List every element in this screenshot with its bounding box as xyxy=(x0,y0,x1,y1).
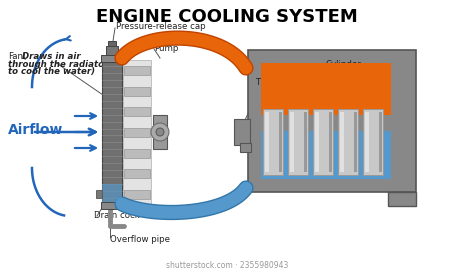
Bar xyxy=(124,87,150,96)
Bar xyxy=(379,112,382,172)
Bar xyxy=(340,112,344,172)
Bar xyxy=(263,109,283,175)
Text: Pressure-release cap: Pressure-release cap xyxy=(116,22,206,31)
Bar xyxy=(96,190,102,198)
Bar xyxy=(363,109,383,175)
Bar xyxy=(240,143,251,152)
Circle shape xyxy=(156,128,164,136)
Bar xyxy=(123,60,151,204)
Bar xyxy=(124,107,150,116)
Bar xyxy=(338,109,358,175)
Bar xyxy=(101,55,123,62)
Bar xyxy=(101,202,123,209)
Bar xyxy=(124,169,150,178)
Bar xyxy=(108,41,116,46)
Text: Thermostat: Thermostat xyxy=(256,78,306,87)
Bar xyxy=(234,119,250,145)
Text: Draws in air: Draws in air xyxy=(22,52,81,61)
Bar xyxy=(102,62,122,202)
Bar xyxy=(265,112,269,172)
Circle shape xyxy=(151,123,169,141)
Text: shutterstock.com · 2355980943: shutterstock.com · 2355980943 xyxy=(166,261,288,270)
Text: Overflow pipe: Overflow pipe xyxy=(110,235,170,244)
Bar xyxy=(290,112,294,172)
Bar xyxy=(354,112,357,172)
Text: to cool the water): to cool the water) xyxy=(8,67,95,76)
Bar xyxy=(124,190,150,199)
Bar xyxy=(365,112,369,172)
Text: Drain cock: Drain cock xyxy=(94,211,140,221)
Text: Pump: Pump xyxy=(154,43,178,53)
Text: ENGINE COOLING SYSTEM: ENGINE COOLING SYSTEM xyxy=(96,8,358,26)
Bar xyxy=(315,112,319,172)
Bar xyxy=(288,109,308,175)
Bar xyxy=(102,184,122,202)
Bar xyxy=(124,66,150,75)
Bar xyxy=(248,50,416,192)
Text: Cylinder: Cylinder xyxy=(325,60,361,69)
Bar xyxy=(304,112,307,172)
Bar xyxy=(279,112,282,172)
Bar xyxy=(124,128,150,137)
Bar xyxy=(329,112,332,172)
Bar xyxy=(106,46,118,55)
Bar xyxy=(124,149,150,158)
Text: Fan(: Fan( xyxy=(8,52,26,61)
Text: Airflow: Airflow xyxy=(8,123,63,137)
Bar xyxy=(261,63,391,115)
Bar xyxy=(388,192,416,206)
Bar xyxy=(313,109,333,175)
Bar xyxy=(153,115,167,149)
Bar xyxy=(261,131,391,179)
Text: through the radiator: through the radiator xyxy=(8,60,108,69)
